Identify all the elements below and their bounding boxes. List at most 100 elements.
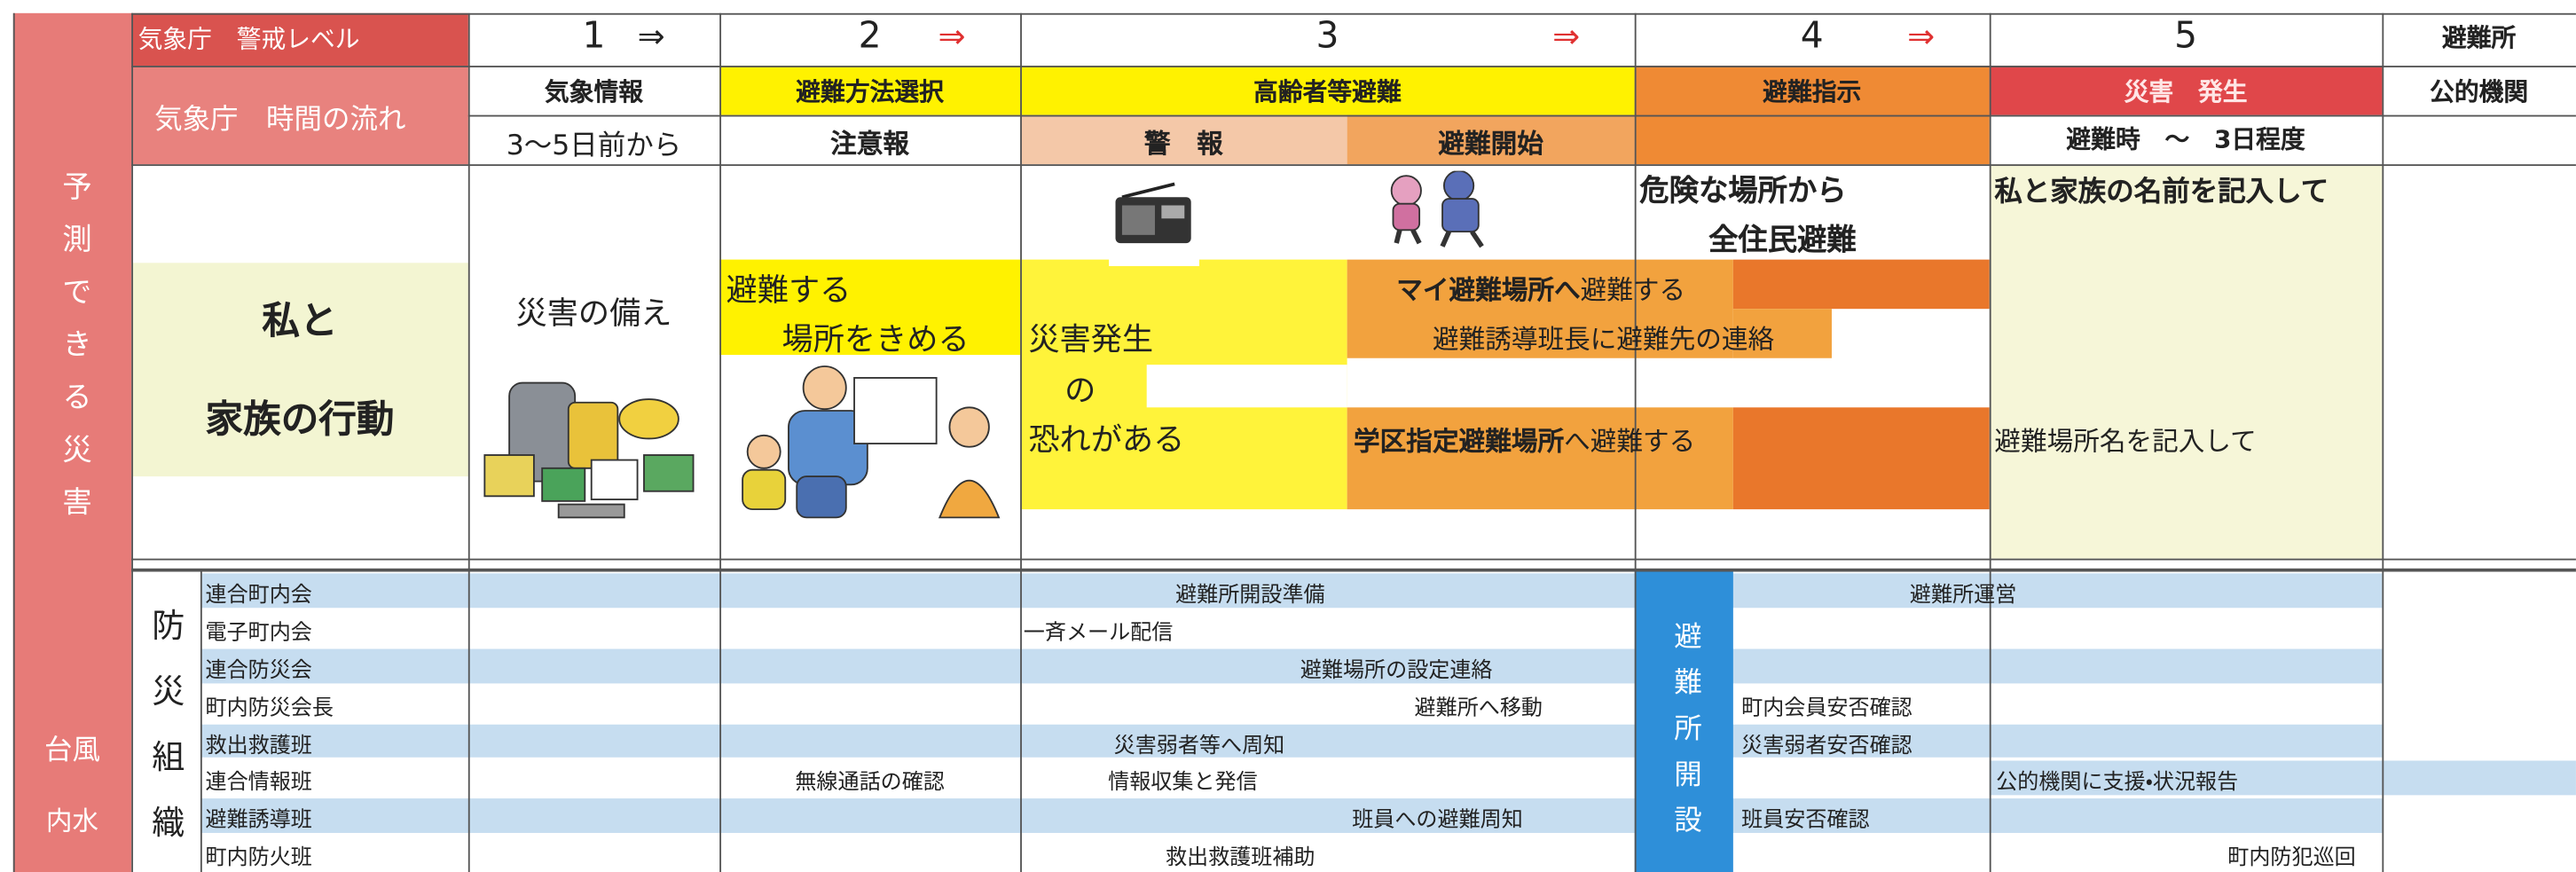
rule — [2382, 12, 2384, 872]
substage-bg — [1347, 114, 1635, 165]
organization-title: 防災組織 — [145, 608, 186, 871]
evacuate-all: 全住民避難 — [1708, 223, 1857, 258]
my-shelter: マイ避難場所へ避難する — [1396, 268, 1685, 307]
stage-bg — [1989, 66, 2383, 115]
level-number: 5 — [2174, 16, 2198, 58]
evacuate-all: 危険な場所から — [1639, 174, 1847, 209]
hazard: 内水 — [45, 805, 99, 837]
task: 町内会員安否確認 — [1741, 695, 1912, 721]
level-number: 1 — [582, 16, 606, 58]
shelter-open: 避難所開設 — [1667, 621, 1700, 852]
unit: 電子町内会 — [205, 620, 312, 646]
substage: 注意報 — [830, 128, 910, 160]
stage: 公的機関 — [2430, 77, 2529, 107]
decide-bg — [719, 259, 1021, 356]
task: 公的機関に支援・状況報告 — [1996, 771, 2239, 797]
stage-bg — [1020, 66, 1635, 115]
stage: 避難指示 — [1763, 77, 1862, 107]
radio-icon — [1109, 182, 1199, 267]
evacuees-illustration — [1390, 170, 1484, 248]
shelter-open-band — [1634, 571, 1733, 872]
task: 町内防犯巡回 — [2227, 846, 2356, 871]
organization-label-bg — [131, 571, 200, 872]
rule — [467, 114, 2576, 117]
level-number: 2 — [858, 16, 882, 58]
level-arrow: ⇒ — [1907, 16, 1936, 56]
unit: 連合情報班 — [205, 771, 312, 797]
unit: 町内防災会長 — [205, 695, 334, 721]
level-arrow: ⇒ — [637, 16, 665, 56]
level-number: 3 — [1315, 16, 1339, 58]
task: 班員への避難周知 — [1352, 808, 1523, 834]
shelter-heading: 避難所 — [2441, 22, 2517, 53]
label-bg — [131, 263, 468, 477]
action-band — [1347, 407, 1733, 510]
family-illustration — [742, 365, 1001, 519]
action-band — [1732, 259, 1990, 310]
task: 救出救護班補助 — [1165, 846, 1315, 871]
row-band — [1989, 761, 2576, 796]
unit: 救出救護班 — [205, 733, 312, 758]
rule — [131, 568, 2576, 572]
risk: 恐れがある — [1028, 421, 1185, 459]
substage-bg — [1020, 114, 1347, 165]
substage: 警 報 — [1143, 128, 1223, 160]
unit: 連合町内会 — [205, 583, 312, 609]
risk: 災害発生 — [1028, 321, 1154, 358]
task: 避難所開設準備 — [1175, 583, 1325, 609]
prepare: 災害の備え — [515, 295, 672, 333]
level-arrow: ⇒ — [938, 16, 966, 56]
risk: の — [1064, 373, 1096, 410]
write-names: 私と家族の名前を記入して — [1994, 176, 2329, 209]
unit: 連合防災会 — [205, 658, 312, 683]
bold-text: 学区指定避難場所 — [1354, 425, 1565, 457]
stage-bg — [719, 66, 1021, 115]
substage: 3～5日前から — [506, 130, 682, 163]
task: 災害弱者等へ周知 — [1113, 733, 1285, 758]
action-band — [1347, 259, 1733, 358]
task: 無線通話の確認 — [795, 771, 945, 797]
text: 避難する — [1580, 274, 1686, 306]
contact: 避難誘導班長に避難先の連絡 — [1432, 323, 1775, 356]
task: 情報収集と発信 — [1108, 771, 1258, 797]
rule — [131, 12, 134, 872]
rule — [719, 12, 722, 872]
write-bg — [1989, 164, 2383, 559]
rule — [1634, 12, 1637, 872]
row-band — [200, 573, 2383, 609]
rule — [131, 558, 2576, 561]
row-band — [200, 723, 2383, 758]
stage: 気象情報 — [544, 77, 644, 107]
rule — [200, 571, 202, 872]
action-band — [1732, 407, 1990, 510]
task: 避難所運営 — [1909, 583, 2017, 609]
rule — [12, 12, 15, 872]
flow-label: 気象庁 時間の流れ — [154, 103, 406, 137]
rule — [1989, 12, 1991, 872]
rule — [1020, 12, 1022, 872]
stage: 災害 発生 — [2124, 77, 2248, 107]
rule — [467, 12, 470, 872]
side-title: 予測できる災害 — [57, 170, 92, 539]
row-band — [200, 798, 2383, 834]
flow-label-bg — [131, 66, 468, 165]
unit: 町内防火班 — [205, 846, 312, 871]
level-label-bg — [131, 12, 468, 67]
decide: 場所をきめる — [781, 321, 970, 358]
decide: 避難する — [726, 272, 852, 310]
side-band — [12, 12, 132, 872]
unit: 避難誘導班 — [205, 808, 312, 834]
actions-label: 私と — [262, 300, 338, 344]
stage: 避難方法選択 — [796, 77, 944, 107]
substage: 避難開始 — [1438, 128, 1543, 160]
task: 災害弱者安否確認 — [1741, 733, 1912, 758]
task: 避難場所の設定連絡 — [1300, 658, 1493, 683]
supplies-illustration — [483, 381, 695, 519]
district-shelter: 学区指定避難場所へ避難する — [1354, 419, 1695, 458]
task: 避難所へ移動 — [1414, 695, 1543, 721]
row-band — [200, 648, 2383, 683]
rule — [131, 66, 2576, 67]
substage: 避難時 ～ 3日程度 — [2066, 124, 2305, 155]
